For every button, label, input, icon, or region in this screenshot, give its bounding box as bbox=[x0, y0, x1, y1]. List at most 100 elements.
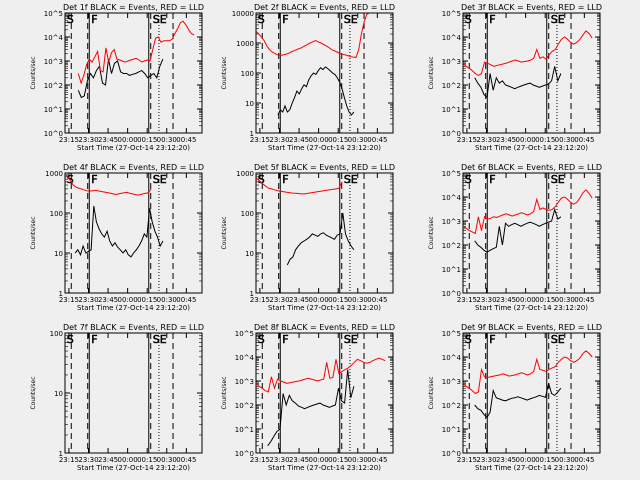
x-tick-label: 00:15 bbox=[137, 456, 157, 464]
phase-label: S bbox=[258, 13, 265, 26]
y-axis-label: Counts/sec bbox=[30, 56, 37, 89]
x-tick-label: 00:00 bbox=[309, 136, 329, 144]
phase-label: SE bbox=[344, 13, 358, 26]
y-tick-label: 10^1 bbox=[44, 106, 63, 114]
phase-label: SE bbox=[153, 173, 167, 186]
x-tick-label: 23:45 bbox=[289, 296, 309, 304]
chart-title: Det 8f BLACK = Events, RED = LLD bbox=[254, 323, 395, 332]
phase-label: S bbox=[67, 333, 74, 346]
x-tick-label: 00:15 bbox=[328, 136, 348, 144]
x-tick-label: 00:30 bbox=[348, 456, 368, 464]
x-tick-label: 00:15 bbox=[137, 296, 157, 304]
y-tick-label: 10^5 bbox=[442, 330, 461, 338]
x-tick-label: 00:30 bbox=[555, 296, 575, 304]
x-tick-label: 00:00 bbox=[516, 136, 536, 144]
y-tick-label: 10^2 bbox=[235, 402, 254, 410]
chart-panel-7: Det 7f BLACK = Events, RED = LLD 1 10 100 23… bbox=[30, 323, 204, 472]
x-axis-label: Start Time (27-Oct-14 23:12:20) bbox=[77, 464, 190, 472]
chart-title: Det 7f BLACK = Events, RED = LLD bbox=[63, 323, 204, 332]
y-tick-label: 10^5 bbox=[442, 170, 461, 178]
series-line-lld bbox=[256, 357, 386, 393]
plot-frame bbox=[255, 172, 394, 294]
series-line-lld bbox=[463, 30, 593, 76]
x-tick-label: 23:30 bbox=[269, 136, 289, 144]
chart-panel-9: Det 9f BLACK = Events, RED = LLD 10^0 10^1… bbox=[428, 323, 602, 472]
x-tick-label: 23:30 bbox=[476, 456, 496, 464]
x-tick-label: 00:00 bbox=[118, 456, 138, 464]
phase-label: S bbox=[465, 173, 472, 186]
y-tick-label: 100 bbox=[241, 70, 254, 78]
phase-label: S bbox=[465, 333, 472, 346]
plot-frame bbox=[64, 172, 203, 294]
y-tick-label: 10^2 bbox=[442, 82, 461, 90]
chart-panel-5: Det 5f BLACK = Events, RED = LLD 1 10 100 10… bbox=[221, 163, 395, 312]
y-axis-label: Counts/sec bbox=[221, 376, 228, 409]
y-tick-label: 100 bbox=[50, 330, 63, 338]
y-tick-label: 10^3 bbox=[442, 378, 461, 386]
plot-frame bbox=[462, 172, 601, 294]
chart-panel-8: Det 8f BLACK = Events, RED = LLD 10^0 10^1… bbox=[221, 323, 395, 472]
y-axis-label: Counts/sec bbox=[30, 216, 37, 249]
x-tick-label: 00:30 bbox=[157, 136, 177, 144]
series-group bbox=[77, 20, 195, 99]
x-tick-label: 23:30 bbox=[476, 296, 496, 304]
series-line-events bbox=[267, 369, 355, 447]
x-tick-label: 23:30 bbox=[78, 136, 98, 144]
y-tick-label: 1000 bbox=[236, 40, 254, 48]
chart-title: Det 4f BLACK = Events, RED = LLD bbox=[63, 163, 204, 172]
phase-label: S bbox=[258, 173, 265, 186]
x-tick-label: 23:45 bbox=[289, 456, 309, 464]
x-tick-label: 23:30 bbox=[78, 456, 98, 464]
phase-label: F bbox=[489, 333, 495, 346]
series-group bbox=[65, 173, 164, 258]
phase-label: F bbox=[91, 13, 97, 26]
x-tick-label: 00:45 bbox=[367, 296, 387, 304]
x-tick-label: 23:45 bbox=[496, 456, 516, 464]
x-tick-label: 00:30 bbox=[555, 456, 575, 464]
x-axis-label: Start Time (27-Oct-14 23:12:20) bbox=[475, 464, 588, 472]
y-axis-label: Counts/sec bbox=[428, 376, 435, 409]
y-tick-label: 1 bbox=[250, 130, 254, 138]
x-tick-label: 23:15 bbox=[457, 456, 477, 464]
x-axis-label: Start Time (27-Oct-14 23:12:20) bbox=[268, 304, 381, 312]
phase-label: SE bbox=[551, 173, 565, 186]
x-tick-label: 23:15 bbox=[457, 296, 477, 304]
phase-label: S bbox=[465, 13, 472, 26]
x-tick-label: 00:15 bbox=[535, 456, 555, 464]
x-tick-label: 00:45 bbox=[574, 296, 594, 304]
x-tick-label: 00:00 bbox=[118, 136, 138, 144]
y-axis-label: Counts/sec bbox=[221, 56, 228, 89]
y-tick-label: 10 bbox=[245, 250, 254, 258]
plot-frame bbox=[255, 332, 394, 454]
phase-label: F bbox=[91, 173, 97, 186]
y-axis-label: Counts/sec bbox=[428, 56, 435, 89]
x-axis-label: Start Time (27-Oct-14 23:12:20) bbox=[77, 144, 190, 152]
phase-label: SE bbox=[551, 333, 565, 346]
x-tick-label: 00:45 bbox=[574, 136, 594, 144]
y-tick-label: 10000 bbox=[232, 10, 254, 18]
phase-label: F bbox=[282, 333, 288, 346]
y-tick-label: 1 bbox=[250, 290, 254, 298]
y-tick-label: 1000 bbox=[45, 170, 63, 178]
y-tick-label: 10^1 bbox=[442, 426, 461, 434]
chart-panel-4: Det 4f BLACK = Events, RED = LLD 1 10 100 10… bbox=[30, 163, 204, 312]
x-tick-label: 00:00 bbox=[516, 456, 536, 464]
y-tick-label: 10^0 bbox=[44, 130, 63, 138]
chart-title: Det 1f BLACK = Events, RED = LLD bbox=[63, 3, 204, 12]
y-tick-label: 10^3 bbox=[235, 378, 254, 386]
chart-panel-1: Det 1f BLACK = Events, RED = LLD 10^0 10^1… bbox=[30, 3, 204, 152]
phase-label: SE bbox=[153, 333, 167, 346]
x-tick-label: 23:15 bbox=[457, 136, 477, 144]
y-tick-label: 10^0 bbox=[442, 130, 461, 138]
y-axis-label: Counts/sec bbox=[221, 216, 228, 249]
chart-title: Det 9f BLACK = Events, RED = LLD bbox=[461, 323, 602, 332]
y-tick-label: 1000 bbox=[236, 170, 254, 178]
x-tick-label: 00:45 bbox=[367, 136, 387, 144]
y-tick-label: 10^2 bbox=[442, 242, 461, 250]
y-tick-label: 10^1 bbox=[442, 106, 461, 114]
y-tick-label: 10^4 bbox=[442, 194, 462, 202]
x-tick-label: 23:45 bbox=[289, 136, 309, 144]
y-axis-label: Counts/sec bbox=[428, 216, 435, 249]
x-axis-label: Start Time (27-Oct-14 23:12:20) bbox=[268, 464, 381, 472]
